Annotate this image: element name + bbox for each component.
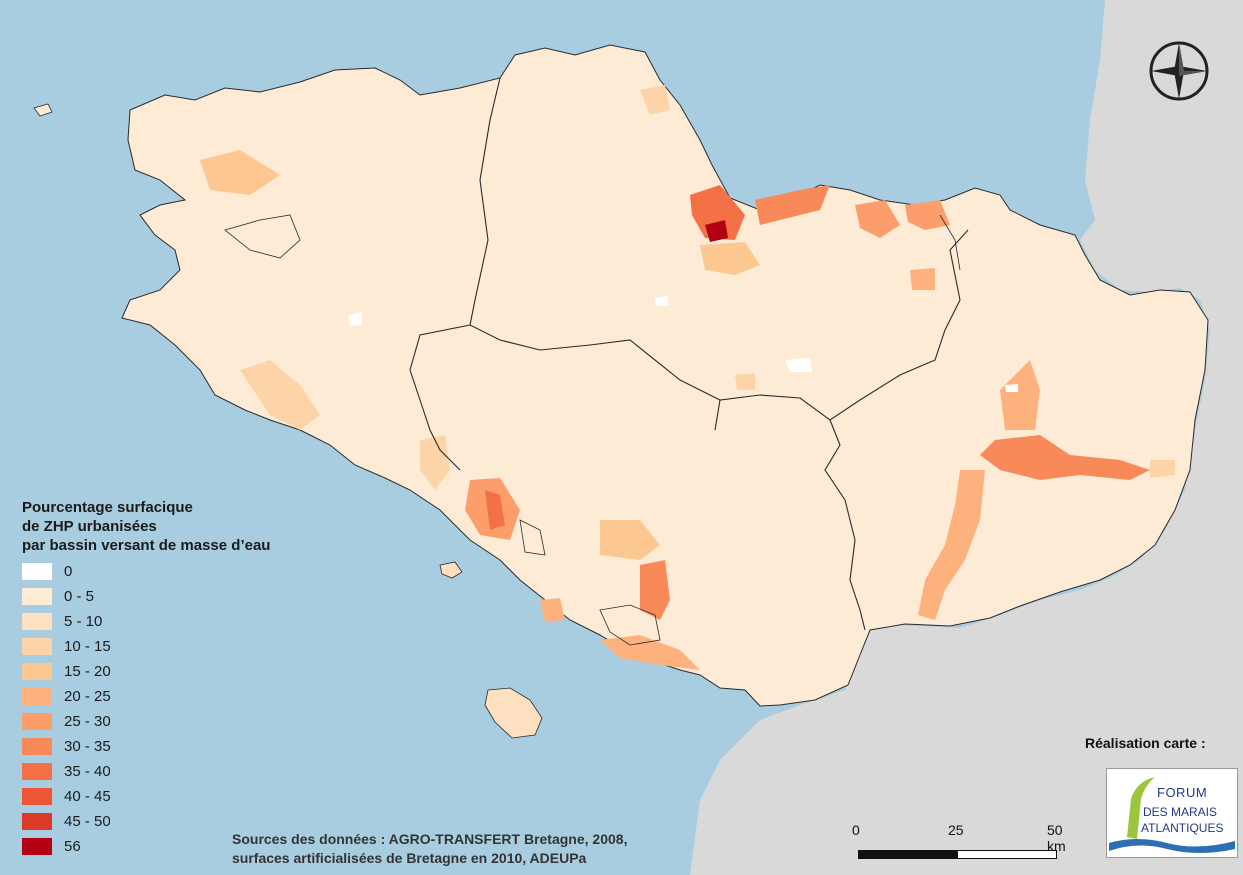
legend-title-line-2: de ZHP urbanisées: [22, 518, 157, 535]
legend-swatch: [22, 763, 52, 780]
logo-text-atlantiques: ATLANTIQUES: [1141, 821, 1224, 835]
logo-text-des-marais: DES MARAIS: [1143, 805, 1218, 819]
logo-graphic: [1109, 777, 1235, 853]
legend-label: 25 - 30: [64, 713, 111, 730]
legend-label: 0 - 5: [64, 588, 95, 605]
legend-item: 40 - 45: [22, 784, 342, 809]
legend-label: 45 - 50: [64, 813, 111, 830]
sources-text: Sources des données : AGRO-TRANSFERT Bre…: [232, 830, 627, 868]
legend-label: 30 - 35: [64, 738, 111, 755]
legend-label: 5 - 10: [64, 613, 103, 630]
legend-swatch: [22, 563, 52, 580]
island-groix: [439, 561, 463, 579]
sources-line-2: surfaces artificialisées de Bretagne en …: [232, 850, 587, 866]
legend-item: 15 - 20: [22, 659, 342, 684]
legend-swatch: [22, 638, 52, 655]
zero-patches: [348, 296, 1018, 392]
logo-text-forum: FORUM: [1157, 785, 1208, 800]
legend-swatch: [22, 738, 52, 755]
legend-item: 45 - 50: [22, 809, 342, 834]
forum-marais-atlantiques-logo: FORUM DES MARAIS ATLANTIQUES: [1106, 768, 1238, 858]
legend-item: 30 - 35: [22, 734, 342, 759]
legend-item: 35 - 40: [22, 759, 342, 784]
legend-label: 15 - 20: [64, 663, 111, 680]
scale-segment-dark: [858, 850, 958, 859]
legend-item: 20 - 25: [22, 684, 342, 709]
legend-item: 10 - 15: [22, 634, 342, 659]
legend-label: 20 - 25: [64, 688, 111, 705]
island-ouessant: [33, 103, 53, 117]
sources-line-1: Sources des données : AGRO-TRANSFERT Bre…: [232, 831, 628, 847]
legend-item: 0: [22, 559, 342, 584]
legend-label: 35 - 40: [64, 763, 111, 780]
credit-title: Réalisation carte :: [1085, 735, 1206, 751]
compass-rose-icon: [1149, 41, 1209, 101]
hotspots: [200, 85, 1175, 670]
island-belle-ile: [484, 687, 543, 739]
legend-item: 25 - 30: [22, 709, 342, 734]
legend-items: 0 0 - 5 5 - 10 10 - 15 15 - 20 20 - 25 25 - 30…: [22, 559, 342, 859]
scale-segment-light: [957, 850, 1057, 859]
legend-swatch: [22, 613, 52, 630]
legend-swatch: [22, 838, 52, 855]
legend-title-line-1: Pourcentage surfacique: [22, 499, 193, 516]
legend-swatch: [22, 713, 52, 730]
legend-swatch: [22, 663, 52, 680]
legend: Pourcentage surfacique de ZHP urbanisées…: [22, 498, 342, 859]
legend-title: Pourcentage surfacique de ZHP urbanisées…: [22, 498, 342, 555]
legend-label: 10 - 15: [64, 638, 111, 655]
scale-bar: 0 25 50 km: [852, 822, 1066, 862]
legend-label: 56: [64, 838, 81, 855]
legend-swatch: [22, 588, 52, 605]
legend-item: 56: [22, 834, 342, 859]
neighbor-land-east: [690, 0, 1243, 875]
legend-item: 5 - 10: [22, 609, 342, 634]
scale-tick-25: 25: [948, 822, 964, 838]
scale-tick-0: 0: [852, 822, 860, 838]
legend-label: 0: [64, 563, 73, 580]
legend-item: 0 - 5: [22, 584, 342, 609]
legend-title-line-3: par bassin versant de masse d’eau: [22, 537, 271, 554]
legend-label: 40 - 45: [64, 788, 111, 805]
legend-swatch: [22, 813, 52, 830]
coastline-details: [224, 214, 961, 646]
legend-swatch: [22, 788, 52, 805]
department-borders: [409, 77, 969, 631]
legend-swatch: [22, 688, 52, 705]
